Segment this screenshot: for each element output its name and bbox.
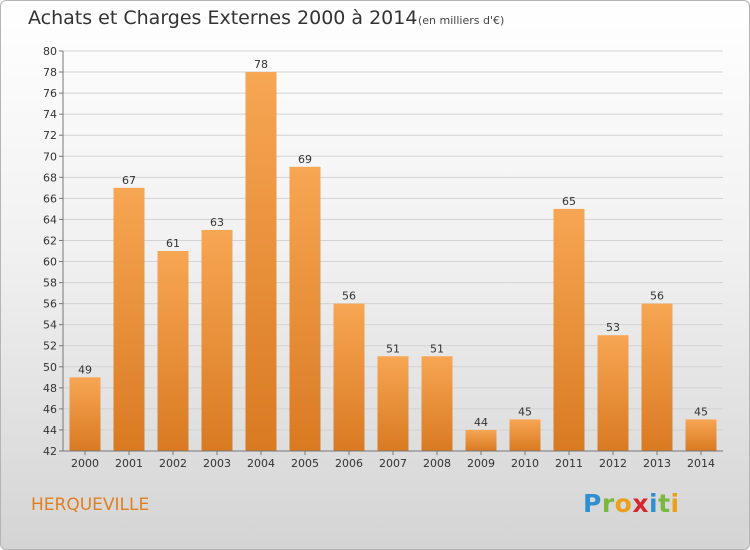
data-label: 56: [650, 290, 664, 303]
x-tick-label: 2000: [71, 457, 99, 470]
bar: [377, 356, 409, 451]
x-tick-label: 2008: [423, 457, 451, 470]
x-tick-label: 2006: [335, 457, 363, 470]
data-label: 51: [430, 342, 444, 355]
y-tick-label: 56: [43, 298, 57, 311]
y-tick-label: 68: [43, 171, 57, 184]
y-tick-label: 78: [43, 66, 57, 79]
bar: [641, 303, 673, 451]
y-tick-label: 50: [43, 361, 57, 374]
x-tick-label: 2009: [467, 457, 495, 470]
y-tick-label: 58: [43, 277, 57, 290]
bars: [69, 72, 717, 451]
x-tick-label: 2014: [687, 457, 715, 470]
y-tick-label: 66: [43, 192, 57, 205]
chart-subtitle: (en milliers d'€): [418, 14, 505, 27]
y-tick-label: 70: [43, 150, 57, 163]
data-label: 44: [474, 416, 488, 429]
data-label: 45: [694, 405, 708, 418]
x-tick-label: 2007: [379, 457, 407, 470]
bar: [597, 335, 629, 451]
y-tick-label: 80: [43, 45, 57, 58]
data-label: 65: [562, 195, 576, 208]
y-tick-label: 74: [43, 108, 57, 121]
y-tick-label: 62: [43, 234, 57, 247]
x-tick-label: 2010: [511, 457, 539, 470]
x-tick-label: 2001: [115, 457, 143, 470]
y-tick-label: 52: [43, 340, 57, 353]
bar: [465, 429, 497, 451]
data-label: 49: [78, 363, 92, 376]
data-label: 63: [210, 216, 224, 229]
y-tick-label: 46: [43, 403, 57, 416]
bar: [421, 356, 453, 451]
bar: [289, 166, 321, 451]
y-tick-label: 64: [43, 213, 57, 226]
bar: [157, 251, 189, 451]
y-tick-label: 76: [43, 87, 57, 100]
bar: [245, 72, 277, 451]
bar: [553, 208, 585, 451]
y-tick-label: 42: [43, 445, 57, 458]
bar: [685, 419, 717, 451]
proxiti-logo: Proxiti: [583, 489, 680, 518]
x-tick-label: 2012: [599, 457, 627, 470]
data-label: 51: [386, 342, 400, 355]
y-tick-label: 60: [43, 256, 57, 269]
y-tick-label: 48: [43, 382, 57, 395]
x-tick-label: 2011: [555, 457, 583, 470]
data-label: 56: [342, 290, 356, 303]
data-label: 67: [122, 174, 136, 187]
y-tick-label: 54: [43, 319, 57, 332]
y-tick-label: 72: [43, 129, 57, 142]
x-tick-label: 2004: [247, 457, 275, 470]
bar: [333, 303, 365, 451]
chart-title: Achats et Charges Externes 2000 à 2014: [28, 7, 418, 29]
data-label: 45: [518, 405, 532, 418]
axes: [59, 50, 723, 455]
x-tick-label: 2002: [159, 457, 187, 470]
bar: [69, 377, 101, 451]
x-tick-label: 2013: [643, 457, 671, 470]
x-tick-label: 2005: [291, 457, 319, 470]
data-label: 53: [606, 321, 620, 334]
bar: [509, 419, 541, 451]
bar: [201, 229, 233, 451]
data-label: 69: [298, 153, 312, 166]
data-label: 61: [166, 237, 180, 250]
commune-name: HERQUEVILLE: [31, 495, 150, 515]
data-label: 78: [254, 58, 268, 71]
y-tick-label: 44: [43, 424, 57, 437]
labels: 42 44 46 48 50 52 54 56 58 60 62 64 66 68 70 72 74 76 78 80…: [43, 45, 715, 470]
bar: [113, 187, 145, 451]
x-tick-label: 2003: [203, 457, 231, 470]
